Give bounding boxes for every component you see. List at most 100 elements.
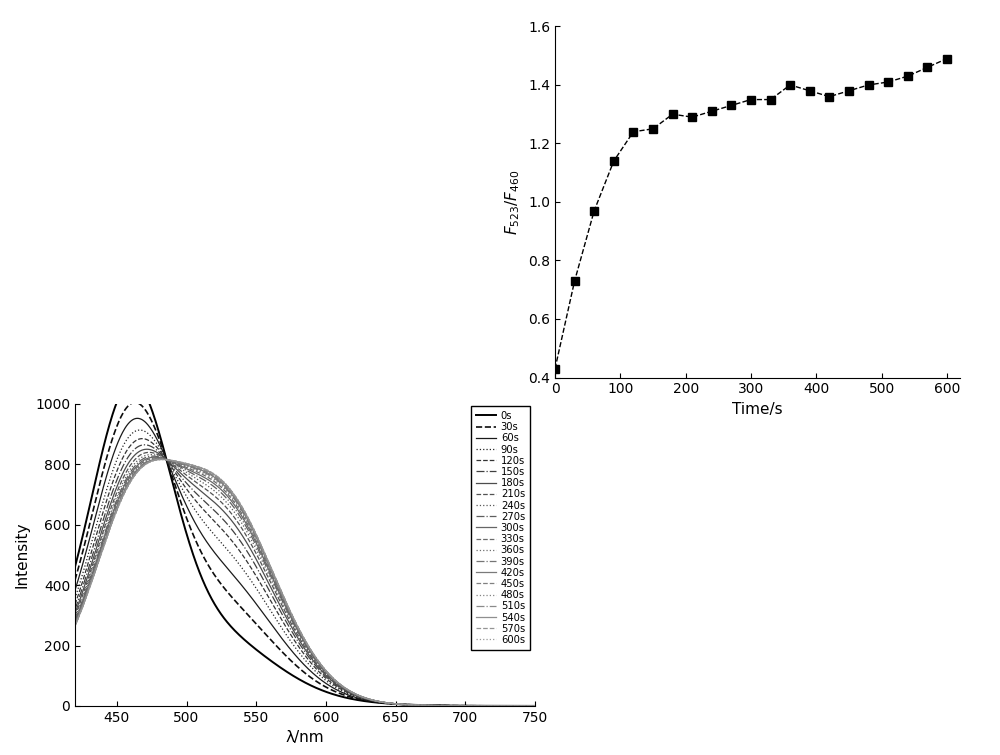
330s <box>377 698 389 707</box>
300s <box>377 698 389 707</box>
0s <box>278 665 290 674</box>
330s <box>150 454 162 463</box>
570s <box>156 455 168 464</box>
510s <box>529 701 541 710</box>
480s <box>341 685 353 694</box>
450s <box>150 455 162 464</box>
480s <box>529 701 541 710</box>
540s <box>156 455 168 464</box>
480s <box>188 462 200 471</box>
540s <box>416 701 428 710</box>
Legend: 0s, 30s, 60s, 90s, 120s, 150s, 180s, 210s, 240s, 270s, 300s, 330s, 360s, 390s, 4: 0s, 30s, 60s, 90s, 120s, 150s, 180s, 210… <box>471 406 530 650</box>
180s <box>69 609 81 618</box>
360s <box>150 454 162 463</box>
420s <box>278 594 290 603</box>
240s <box>145 450 157 459</box>
480s <box>150 455 162 464</box>
420s <box>341 685 353 694</box>
90s <box>529 701 541 710</box>
300s <box>69 617 81 626</box>
390s <box>377 698 389 707</box>
150s <box>151 446 163 455</box>
450s <box>278 594 290 603</box>
300s <box>341 686 353 695</box>
420s <box>150 455 162 464</box>
90s <box>188 504 200 513</box>
600s <box>529 701 541 710</box>
120s <box>278 619 290 628</box>
270s <box>278 599 290 609</box>
0s <box>377 698 389 707</box>
0s <box>127 377 139 386</box>
450s <box>69 621 81 630</box>
360s <box>529 701 541 710</box>
450s <box>529 701 541 710</box>
60s <box>69 586 81 595</box>
330s <box>151 454 163 463</box>
570s <box>278 593 290 602</box>
Line: 480s: 480s <box>75 459 535 706</box>
240s <box>529 701 541 710</box>
60s <box>416 701 428 710</box>
480s <box>278 593 290 602</box>
60s <box>278 636 290 646</box>
270s <box>147 451 159 461</box>
90s <box>134 426 146 435</box>
Line: 600s: 600s <box>75 460 535 706</box>
390s <box>341 685 353 694</box>
30s <box>341 692 353 701</box>
Line: 90s: 90s <box>75 430 535 706</box>
Line: 390s: 390s <box>75 459 535 706</box>
510s <box>377 698 389 707</box>
Line: 510s: 510s <box>75 459 535 706</box>
150s <box>377 698 389 707</box>
Line: 270s: 270s <box>75 456 535 706</box>
Y-axis label: Intensity: Intensity <box>14 522 29 588</box>
240s <box>377 698 389 707</box>
60s <box>341 690 353 699</box>
120s <box>151 443 163 452</box>
0s <box>69 562 81 572</box>
540s <box>188 461 200 470</box>
150s <box>529 701 541 710</box>
210s <box>188 476 200 485</box>
30s <box>151 430 163 439</box>
540s <box>529 701 541 710</box>
510s <box>416 701 428 710</box>
180s <box>151 448 163 457</box>
120s <box>529 701 541 710</box>
420s <box>416 701 428 710</box>
450s <box>188 462 200 471</box>
30s <box>416 701 428 710</box>
Line: 240s: 240s <box>75 455 535 706</box>
210s <box>341 686 353 695</box>
450s <box>416 701 428 710</box>
60s <box>131 414 143 423</box>
330s <box>188 466 200 475</box>
390s <box>188 464 200 473</box>
330s <box>529 701 541 710</box>
540s <box>278 593 290 602</box>
30s <box>278 649 290 658</box>
Line: 60s: 60s <box>75 418 535 706</box>
510s <box>341 685 353 694</box>
600s <box>188 461 200 470</box>
300s <box>278 598 290 607</box>
210s <box>151 450 163 459</box>
570s <box>188 461 200 470</box>
510s <box>155 455 167 464</box>
180s <box>377 698 389 707</box>
570s <box>150 455 162 464</box>
390s <box>529 701 541 710</box>
150s <box>278 613 290 622</box>
270s <box>529 701 541 710</box>
0s <box>151 422 163 431</box>
510s <box>278 593 290 602</box>
Line: 0s: 0s <box>75 381 535 706</box>
330s <box>341 685 353 694</box>
540s <box>150 455 162 464</box>
600s <box>278 593 290 602</box>
Line: 300s: 300s <box>75 458 535 706</box>
180s <box>341 686 353 695</box>
210s <box>416 701 428 710</box>
